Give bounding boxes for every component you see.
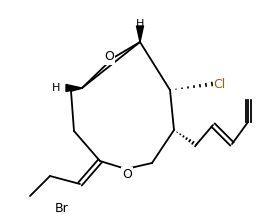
- Text: H: H: [136, 19, 144, 29]
- Text: Br: Br: [55, 202, 69, 215]
- Text: O: O: [104, 51, 114, 63]
- Polygon shape: [136, 26, 144, 42]
- Text: Cl: Cl: [213, 78, 225, 91]
- Text: H: H: [52, 83, 60, 93]
- Polygon shape: [66, 84, 82, 91]
- Text: O: O: [122, 168, 132, 181]
